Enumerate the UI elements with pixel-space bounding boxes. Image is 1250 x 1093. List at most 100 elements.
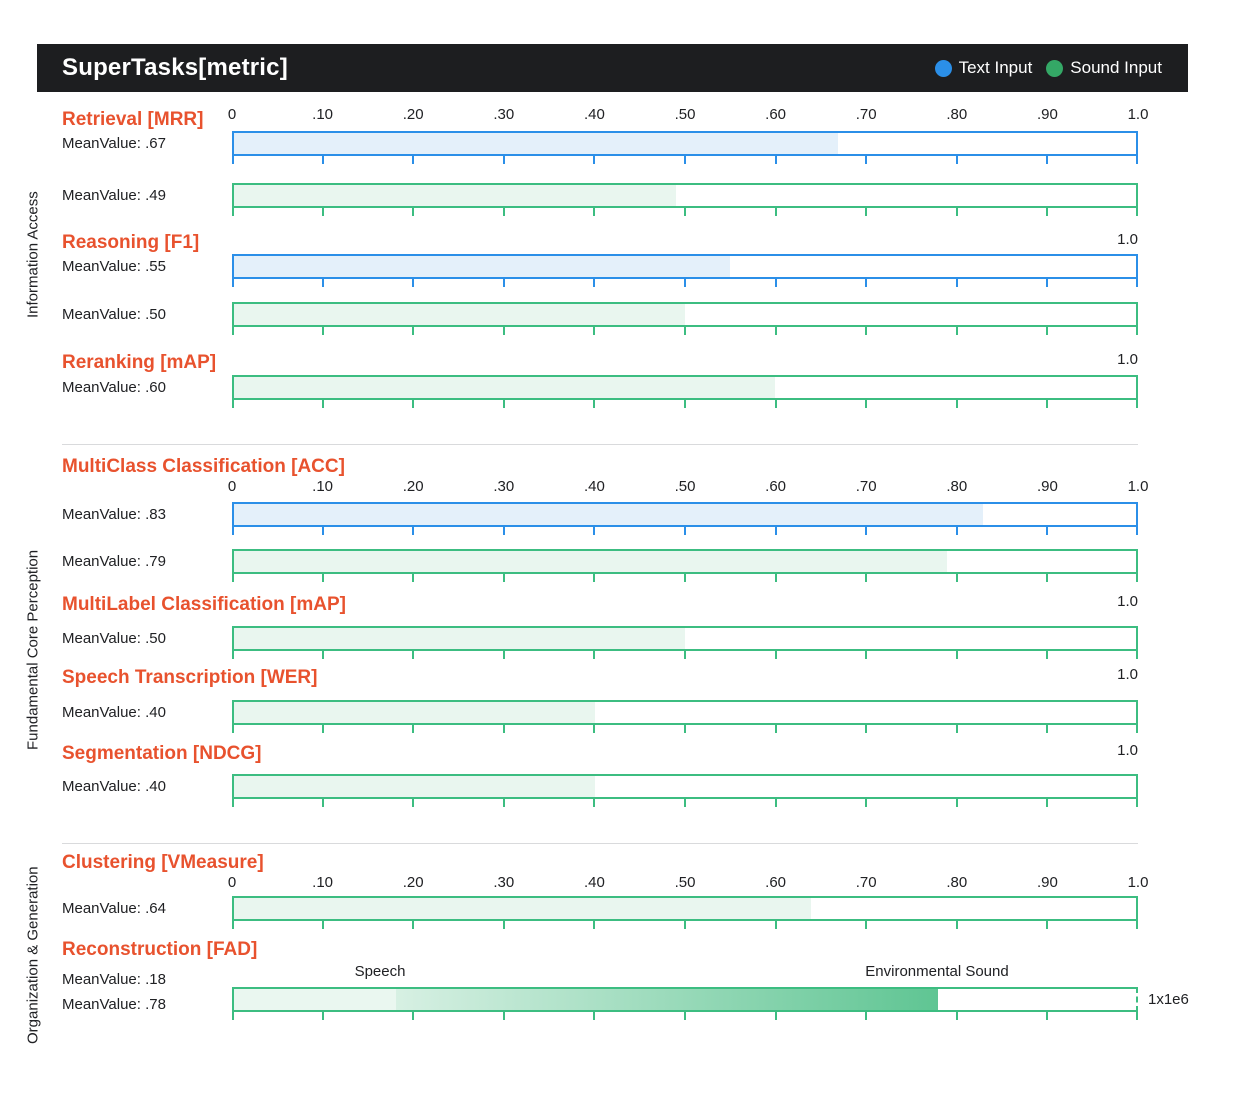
axis-tick-mark xyxy=(955,327,958,335)
axis-tick-mark xyxy=(321,1012,324,1020)
axis-max-label: 1.0 xyxy=(1117,666,1138,683)
mean-value-label: MeanValue: .64 xyxy=(62,900,166,917)
axis-tick-mark xyxy=(684,156,686,164)
task-title-speech-transcription: Speech Transcription [WER] xyxy=(62,667,318,688)
axis-tick-mark xyxy=(774,156,777,164)
axis-tick-mark xyxy=(774,725,777,733)
axis-tick-mark xyxy=(774,208,777,216)
axis-tick-mark xyxy=(593,1012,596,1020)
axis-tick-label: .40 xyxy=(583,106,605,123)
axis-tick-labels: 0 .10 .20 .30 .40 .50 .60 .70 .80 .90 1.0 xyxy=(228,478,1149,496)
axis-tick-label: .20 xyxy=(402,874,424,891)
axis-tick-mark xyxy=(502,1012,505,1020)
axis-tick-mark xyxy=(684,574,686,582)
clustering-sound-input-bar xyxy=(232,896,1138,921)
axis-tick-mark xyxy=(1046,400,1049,408)
axis-tick-mark xyxy=(321,725,324,733)
axis-tick-mark xyxy=(1046,527,1049,535)
axis-tick-label: .10 xyxy=(312,106,334,123)
reranking-sound-input-bar xyxy=(232,375,1138,400)
axis-tick-label: .60 xyxy=(765,106,787,123)
axis-tick-mark xyxy=(232,400,234,408)
axis-tick-mark xyxy=(865,208,868,216)
section-divider xyxy=(62,444,1138,445)
axis-tick-mark xyxy=(232,1012,234,1020)
axis-tick-mark xyxy=(1046,725,1049,733)
axis-tick-mark xyxy=(321,279,324,287)
bar-fill xyxy=(234,898,812,919)
bar-fill xyxy=(234,304,685,325)
axis-max-label: 1.0 xyxy=(1117,351,1138,368)
axis-tick-mark xyxy=(955,799,958,807)
speech-transcription-ticks xyxy=(232,725,1138,733)
page-title: SuperTasks[metric] xyxy=(62,54,288,81)
axis-tick-mark xyxy=(502,574,505,582)
axis-tick-mark xyxy=(502,400,505,408)
axis-tick-mark xyxy=(321,921,324,929)
axis-tick-mark xyxy=(865,1012,868,1020)
task-title-multiclass-classification: MultiClass Classification [ACC] xyxy=(62,456,345,477)
mean-value-label-environmental: MeanValue: .78 xyxy=(62,996,166,1013)
mean-value-label: MeanValue: .50 xyxy=(62,306,166,323)
axis-tick-mark xyxy=(232,651,234,659)
axis-tick-mark xyxy=(684,1012,686,1020)
axis-tick-mark xyxy=(1136,574,1138,582)
axis-tick-mark xyxy=(684,527,686,535)
axis-tick-mark xyxy=(593,208,596,216)
axis-tick-label: .50 xyxy=(674,106,696,123)
axis-tick-mark xyxy=(232,527,234,535)
retrieval-sound-input-bar xyxy=(232,183,1138,208)
bar-fill xyxy=(234,628,685,649)
axis-tick-label: 1.0 xyxy=(1127,478,1149,495)
mean-value-label: MeanValue: .40 xyxy=(62,704,166,721)
axis-tick-mark xyxy=(1046,327,1049,335)
mean-value-label: MeanValue: .60 xyxy=(62,379,166,396)
segmentation-ticks xyxy=(232,799,1138,807)
axis-tick-mark xyxy=(502,527,505,535)
axis-tick-mark xyxy=(1046,279,1049,287)
mean-value-label: MeanValue: .49 xyxy=(62,187,166,204)
axis-tick-mark xyxy=(321,208,324,216)
multiclass-sound-input-ticks xyxy=(232,574,1138,582)
axis-tick-mark xyxy=(865,921,868,929)
axis-tick-mark xyxy=(502,921,505,929)
axis-tick-labels: 0 .10 .20 .30 .40 .50 .60 .70 .80 .90 1.0 xyxy=(228,106,1149,124)
multilabel-sound-input-bar xyxy=(232,626,1138,651)
speech-transcription-sound-input-bar xyxy=(232,700,1138,725)
section-divider xyxy=(62,843,1138,844)
bar-fill xyxy=(234,504,983,525)
multiclass-text-input-ticks xyxy=(232,527,1138,535)
axis-tick-mark xyxy=(955,651,958,659)
axis-tick-mark xyxy=(774,574,777,582)
axis-tick-mark xyxy=(684,208,686,216)
axis-tick-mark xyxy=(412,921,415,929)
axis-tick-mark xyxy=(321,651,324,659)
text-input-dot-icon xyxy=(934,59,952,77)
annotation-environmental-sound: Environmental Sound xyxy=(865,963,1009,980)
axis-tick-label: .80 xyxy=(946,874,968,891)
axis-tick-mark xyxy=(593,921,596,929)
axis-tick-label: .50 xyxy=(674,478,696,495)
axis-tick-label: .90 xyxy=(1036,106,1058,123)
axis-tick-label: .30 xyxy=(493,478,515,495)
axis-tick-mark xyxy=(232,156,234,164)
axis-tick-label: .60 xyxy=(765,478,787,495)
axis-tick-mark xyxy=(865,799,868,807)
axis-tick-mark xyxy=(412,327,415,335)
axis-tick-mark xyxy=(321,400,324,408)
axis-tick-mark xyxy=(1136,1012,1138,1020)
axis-tick-mark xyxy=(1136,527,1138,535)
axis-tick-mark xyxy=(502,156,505,164)
mean-value-label: MeanValue: .83 xyxy=(62,506,166,523)
task-title-segmentation: Segmentation [NDCG] xyxy=(62,743,262,764)
axis-tick-mark xyxy=(955,156,958,164)
axis-tick-mark xyxy=(593,799,596,807)
axis-tick-mark xyxy=(502,799,505,807)
axis-tick-mark xyxy=(774,1012,777,1020)
axis-tick-mark xyxy=(232,799,234,807)
axis-tick-label: .60 xyxy=(765,874,787,891)
axis-tick-mark xyxy=(955,725,958,733)
mean-value-label: MeanValue: .79 xyxy=(62,553,166,570)
mean-value-label: MeanValue: .50 xyxy=(62,630,166,647)
